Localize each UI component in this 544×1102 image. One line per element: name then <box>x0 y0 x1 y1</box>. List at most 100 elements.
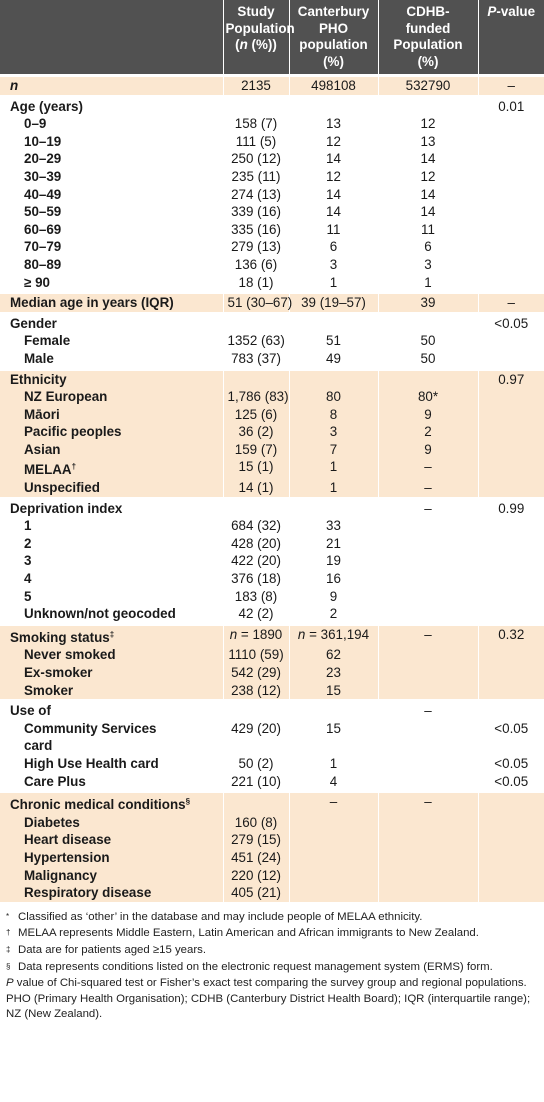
row-label: Male <box>0 349 224 369</box>
cell-study: 279 (13) <box>222 238 290 256</box>
abbreviation-note: PHO (Primary Health Organisation); CDHB … <box>6 992 531 1021</box>
cell-study: 50 (2) <box>222 754 290 773</box>
cell-study: 14 (1) <box>222 479 290 499</box>
row-label: Asian <box>0 440 224 459</box>
table-row: 30–39 235 (11) 12 12 <box>0 167 544 186</box>
cell-pho: n = 361,194 <box>288 624 379 647</box>
section-label: Smoking status‡ <box>0 624 224 647</box>
table-row: Hypertension 451 (24) <box>0 848 544 867</box>
cell-cdhb: 14 <box>377 203 479 221</box>
cell-cdhb: 9 <box>377 440 479 459</box>
cell-study: 36 (2) <box>222 423 290 441</box>
cell-p: <0.05 <box>477 754 544 773</box>
cell-cdhb: 6 <box>377 238 479 256</box>
row-label: 5 <box>0 587 224 606</box>
footnote: ‡ Data are for patients aged ≥15 years. <box>6 943 538 959</box>
cell-pho: 15 <box>288 681 379 701</box>
header-text: CDHB- <box>406 4 450 19</box>
n-section: n 2135 498108 532790 – <box>0 75 544 97</box>
cell-study: 376 (18) <box>222 570 290 588</box>
table-row: 80–89 136 (6) 3 3 <box>0 255 544 274</box>
pvalue-note: P value of Chi-squared test or Fisher’s … <box>6 976 538 992</box>
cell-pho: 62 <box>288 646 379 664</box>
table-row: Median age in years (IQR) 51 (30–67) 39 … <box>0 292 544 314</box>
table-row: MELAA† 15 (1) 1– <box>0 458 544 480</box>
cell-pho: 49 <box>288 349 379 369</box>
cell-pho: 12 <box>288 167 379 186</box>
row-label: Median age in years (IQR) <box>0 292 224 314</box>
table-row: Heart disease 279 (15) <box>0 831 544 849</box>
cell-cdhb: – <box>377 498 479 518</box>
table-row: 50–59 339 (16) 14 14 <box>0 203 544 221</box>
row-label: Care Plus <box>0 772 224 792</box>
row-label: Respiratory disease <box>0 884 224 902</box>
cell-pho: 39 (19–57) <box>288 292 379 314</box>
cell-cdhb: 9 <box>377 405 479 424</box>
table-row: 4 376 (18) 16 <box>0 570 544 588</box>
n-symbol: n <box>229 626 238 642</box>
deprivation-section: Deprivation index – 0.99 1 684 (32) 33 2 42… <box>0 498 544 625</box>
table-row: 60–69 335 (16) 11 11 <box>0 220 544 239</box>
cell-study: 250 (12) <box>222 150 290 168</box>
cell-value: = 1890 <box>240 626 283 642</box>
cell-study: 158 (7) <box>222 115 290 133</box>
section-header-row: Deprivation index – 0.99 <box>0 498 544 518</box>
cell-cdhb: – <box>377 624 479 647</box>
section-header-row: Smoking status‡ n = 1890 n = 361,194 – 0… <box>0 624 544 647</box>
cell-study: 235 (11) <box>222 167 290 186</box>
document: Study Population (n (%)) Canterbury PHO … <box>0 0 544 1021</box>
cell-pho: 4 <box>288 772 379 792</box>
cell-value: = 361,194 <box>309 626 370 642</box>
cell-pho: 14 <box>288 203 379 221</box>
row-label: 20–29 <box>0 150 224 168</box>
row-label: ≥ 90 <box>0 273 224 293</box>
cell-cdhb: 13 <box>377 132 479 151</box>
cell-study: 18 (1) <box>222 273 290 293</box>
cell-study: 136 (6) <box>222 255 290 274</box>
header-text: funded <box>405 20 451 36</box>
cell-study: 684 (32) <box>222 517 290 535</box>
table-row: Smoker 238 (12) 15 <box>0 681 544 701</box>
cell-p: – <box>477 292 544 314</box>
header-text: Study <box>237 4 275 19</box>
age-section: Age (years) 0.01 0–9 158 (7) 13 12 10–19 111… <box>0 96 544 293</box>
row-label: Female <box>0 332 224 350</box>
table-row: Malignancy 220 (12) <box>0 866 544 885</box>
section-label: Chronic medical conditions§ <box>0 791 224 814</box>
table-row: Unknown/not geocoded 42 (2) 2 <box>0 605 544 625</box>
cell-pho: 14 <box>288 150 379 168</box>
table-row: NZ European 1,786 (83) 80 80* <box>0 388 544 406</box>
section-label: Use of <box>0 700 224 720</box>
cell-study: 1110 (59) <box>222 646 290 664</box>
footnote-mark: ‡ <box>109 629 115 639</box>
cell-study: 15 (1) <box>222 458 290 480</box>
ethnicity-section: Ethnicity 0.97 NZ European 1,786 (83) 80 80… <box>0 369 544 499</box>
cell-p: 0.99 <box>477 498 544 518</box>
row-label: Unspecified <box>0 479 224 499</box>
cell-cdhb: 11 <box>377 220 479 239</box>
cell-pho: 14 <box>288 185 379 204</box>
row-label: MELAA† <box>0 458 224 480</box>
section-label: Ethnicity <box>0 369 224 389</box>
footnote: † MELAA represents Middle Eastern, Latin … <box>6 926 538 942</box>
table-row: Care Plus 221 (10) 4 <0.05 <box>0 772 544 792</box>
row-label: Māori <box>0 405 224 424</box>
cell-p: <0.05 <box>477 313 544 333</box>
cell-pho: 12 <box>288 132 379 151</box>
row-label: 60–69 <box>0 220 224 239</box>
cell-cdhb: 14 <box>377 150 479 168</box>
cell-pho: 8 <box>288 405 379 424</box>
footnote-text: Data are for patients aged ≥15 years. <box>18 943 206 956</box>
row-label-text: card <box>24 738 53 754</box>
cell-study: 429 (20) <box>222 719 290 755</box>
footnote-text: MELAA represents Middle Eastern, Latin A… <box>18 927 479 940</box>
section-header-row: Gender <0.05 <box>0 313 544 333</box>
cell-p: 0.97 <box>477 369 544 389</box>
cell-study: 42 (2) <box>222 605 290 625</box>
footnote: § Data represents conditions listed on th… <box>6 960 538 976</box>
row-label: Diabetes <box>0 813 224 832</box>
row-label-text: MELAA <box>24 462 72 478</box>
row-label: 0–9 <box>0 115 224 133</box>
table-row: 0–9 158 (7) 13 12 <box>0 115 544 133</box>
cell-pho: 13 <box>288 115 379 133</box>
